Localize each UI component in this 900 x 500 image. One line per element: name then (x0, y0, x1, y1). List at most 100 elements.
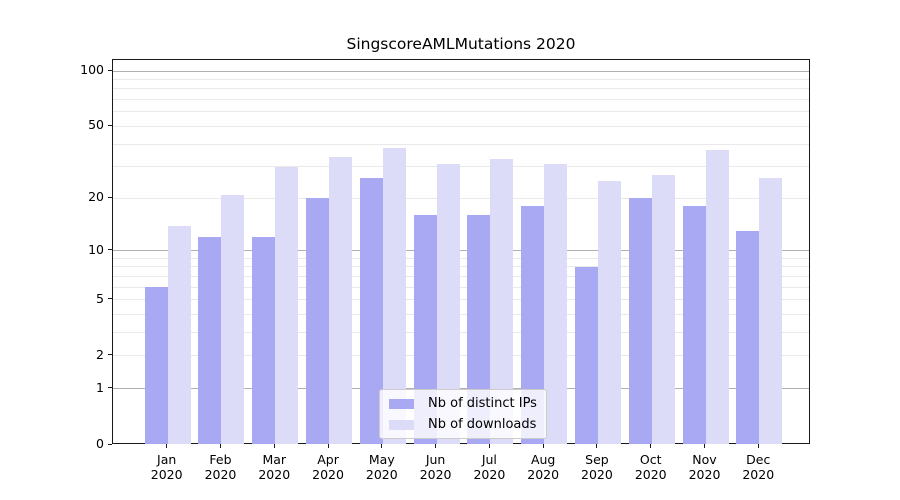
gridline-y-60 (113, 111, 809, 113)
bar-nb-of-downloads-aug (544, 164, 568, 444)
x-tick-year: 2020 (312, 467, 344, 482)
bar-nb-of-distinct-ips-sep (574, 266, 598, 444)
x-tick-label-sep: Sep 2020 (567, 452, 627, 482)
x-tick-may (381, 444, 383, 448)
bar-nb-of-distinct-ips-jun (413, 215, 437, 444)
legend-label-distinct-ips: Nb of distinct IPs (428, 396, 537, 411)
bar-nb-of-distinct-ips-oct (628, 198, 652, 444)
x-tick-month: Dec (746, 452, 771, 467)
gridline-y-40 (113, 143, 809, 145)
x-tick-label-jul: Jul 2020 (459, 452, 519, 482)
x-tick-year: 2020 (365, 467, 398, 482)
chart-title: SingscoreAMLMutations 2020 (346, 35, 576, 53)
gridline-y-9 (113, 257, 809, 259)
gridline-y-20 (113, 197, 809, 199)
gridline-y-70 (113, 99, 809, 101)
x-tick-label-aug: Aug 2020 (513, 452, 573, 482)
x-tick-label-jan: Jan 2020 (137, 452, 197, 482)
x-tick-year: 2020 (204, 467, 237, 482)
gridline-y-80 (113, 88, 809, 90)
x-tick-month: Jul (481, 452, 497, 467)
legend-swatch-downloads (389, 419, 414, 430)
y-tick-10 (108, 249, 112, 251)
gridline-y-90 (113, 78, 809, 80)
gridline-y-30 (113, 166, 809, 168)
bar-nb-of-downloads-oct (651, 174, 675, 444)
x-tick-year: 2020 (581, 467, 613, 482)
x-tick-month: Aug (530, 452, 556, 467)
gridline-y-100 (113, 70, 809, 72)
bar-nb-of-downloads-feb (221, 194, 245, 444)
x-tick-feb (219, 444, 221, 448)
gridline-y-8 (113, 266, 809, 268)
bar-nb-of-distinct-ips-dec (736, 231, 760, 444)
x-tick-label-mar: Mar 2020 (244, 452, 304, 482)
x-tick-label-dec: Dec 2020 (728, 452, 788, 482)
legend: Nb of distinct IPs Nb of downloads (379, 389, 547, 439)
gridline-y-10 (113, 250, 809, 252)
gridline-y-7 (113, 275, 809, 277)
bar-nb-of-downloads-dec (759, 177, 783, 444)
bar-nb-of-distinct-ips-nov (682, 206, 706, 444)
x-tick-label-jun: Jun 2020 (406, 452, 466, 482)
x-tick-apr (327, 444, 329, 448)
x-tick-oct (650, 444, 652, 448)
legend-item-downloads: Nb of downloads (389, 416, 537, 433)
x-tick-label-feb: Feb 2020 (190, 452, 250, 482)
y-tick-1 (108, 387, 112, 389)
bar-nb-of-downloads-nov (705, 150, 729, 444)
bar-nb-of-distinct-ips-apr (306, 198, 330, 444)
x-tick-month: Feb (209, 452, 232, 467)
x-tick-label-nov: Nov 2020 (675, 452, 735, 482)
y-tick-label-0: 0 (96, 436, 104, 451)
y-tick-5 (108, 298, 112, 300)
plot-area (112, 59, 810, 444)
x-tick-month: Mar (262, 452, 287, 467)
x-tick-mar (273, 444, 275, 448)
x-tick-sep (596, 444, 598, 448)
bar-nb-of-downloads-mar (275, 166, 299, 444)
x-tick-label-may: May 2020 (352, 452, 412, 482)
x-tick-year: 2020 (634, 467, 667, 482)
x-tick-year: 2020 (258, 467, 291, 482)
x-tick-year: 2020 (688, 467, 721, 482)
y-tick-label-10: 10 (88, 241, 104, 257)
x-tick-jun (435, 444, 437, 448)
bar-nb-of-distinct-ips-jan (144, 287, 168, 444)
gridline-y-1 (113, 388, 809, 390)
y-tick-0 (108, 443, 112, 445)
bar-nb-of-distinct-ips-may (359, 177, 383, 444)
gridline-y-2 (113, 355, 809, 357)
x-tick-year: 2020 (473, 467, 506, 482)
bar-nb-of-downloads-may (382, 148, 406, 444)
gridline-y-5 (113, 299, 809, 301)
bar-nb-of-downloads-sep (597, 180, 621, 444)
legend-label-downloads: Nb of downloads (428, 417, 537, 432)
y-tick-label-20: 20 (88, 189, 104, 205)
bar-nb-of-downloads-jul (490, 159, 514, 444)
x-tick-month: Sep (585, 452, 609, 467)
bar-nb-of-distinct-ips-jul (467, 215, 491, 444)
bar-nb-of-downloads-jan (167, 225, 191, 444)
gridline-y-3 (113, 332, 809, 334)
x-tick-jan (166, 444, 168, 448)
bar-nb-of-downloads-jun (436, 164, 460, 444)
y-tick-2 (108, 354, 112, 356)
bar-nb-of-downloads-apr (329, 156, 353, 444)
x-tick-year: 2020 (527, 467, 560, 482)
x-tick-month: Jan (157, 452, 177, 467)
x-tick-label-apr: Apr 2020 (298, 452, 358, 482)
x-tick-month: Oct (639, 452, 662, 467)
x-tick-jul (488, 444, 490, 448)
legend-swatch-distinct-ips (389, 398, 414, 409)
gridline-y-4 (113, 314, 809, 316)
bar-nb-of-distinct-ips-feb (198, 237, 222, 444)
x-tick-year: 2020 (150, 467, 183, 482)
x-tick-month: May (368, 452, 395, 467)
y-tick-label-1: 1 (96, 379, 104, 395)
x-tick-label-oct: Oct 2020 (621, 452, 681, 482)
legend-item-distinct-ips: Nb of distinct IPs (389, 395, 537, 412)
x-tick-nov (704, 444, 705, 448)
x-tick-year: 2020 (419, 467, 452, 482)
